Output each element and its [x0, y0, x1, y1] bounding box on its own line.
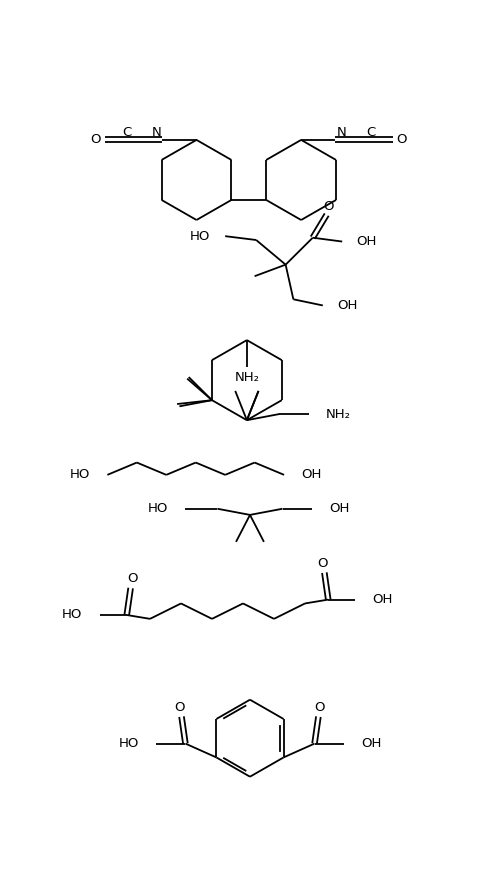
Text: NH₂: NH₂ [234, 371, 260, 384]
Text: O: O [323, 199, 334, 213]
Text: NH₂: NH₂ [326, 408, 351, 421]
Text: OH: OH [337, 299, 357, 312]
Text: OH: OH [356, 235, 376, 248]
Text: N: N [337, 125, 346, 139]
Text: OH: OH [361, 737, 381, 750]
Text: N: N [151, 125, 161, 139]
Text: C: C [366, 125, 375, 139]
Text: O: O [396, 134, 407, 147]
Text: OH: OH [301, 468, 321, 481]
Text: C: C [122, 125, 131, 139]
Text: O: O [318, 557, 328, 570]
Text: HO: HO [70, 468, 90, 481]
Text: O: O [175, 701, 185, 714]
Text: HO: HO [148, 502, 168, 515]
Text: HO: HO [62, 609, 83, 621]
Text: O: O [127, 572, 137, 586]
Text: OH: OH [373, 593, 393, 606]
Text: O: O [315, 701, 325, 714]
Text: HO: HO [189, 230, 210, 243]
Text: HO: HO [118, 737, 139, 750]
Text: OH: OH [329, 502, 349, 515]
Text: O: O [91, 134, 101, 147]
